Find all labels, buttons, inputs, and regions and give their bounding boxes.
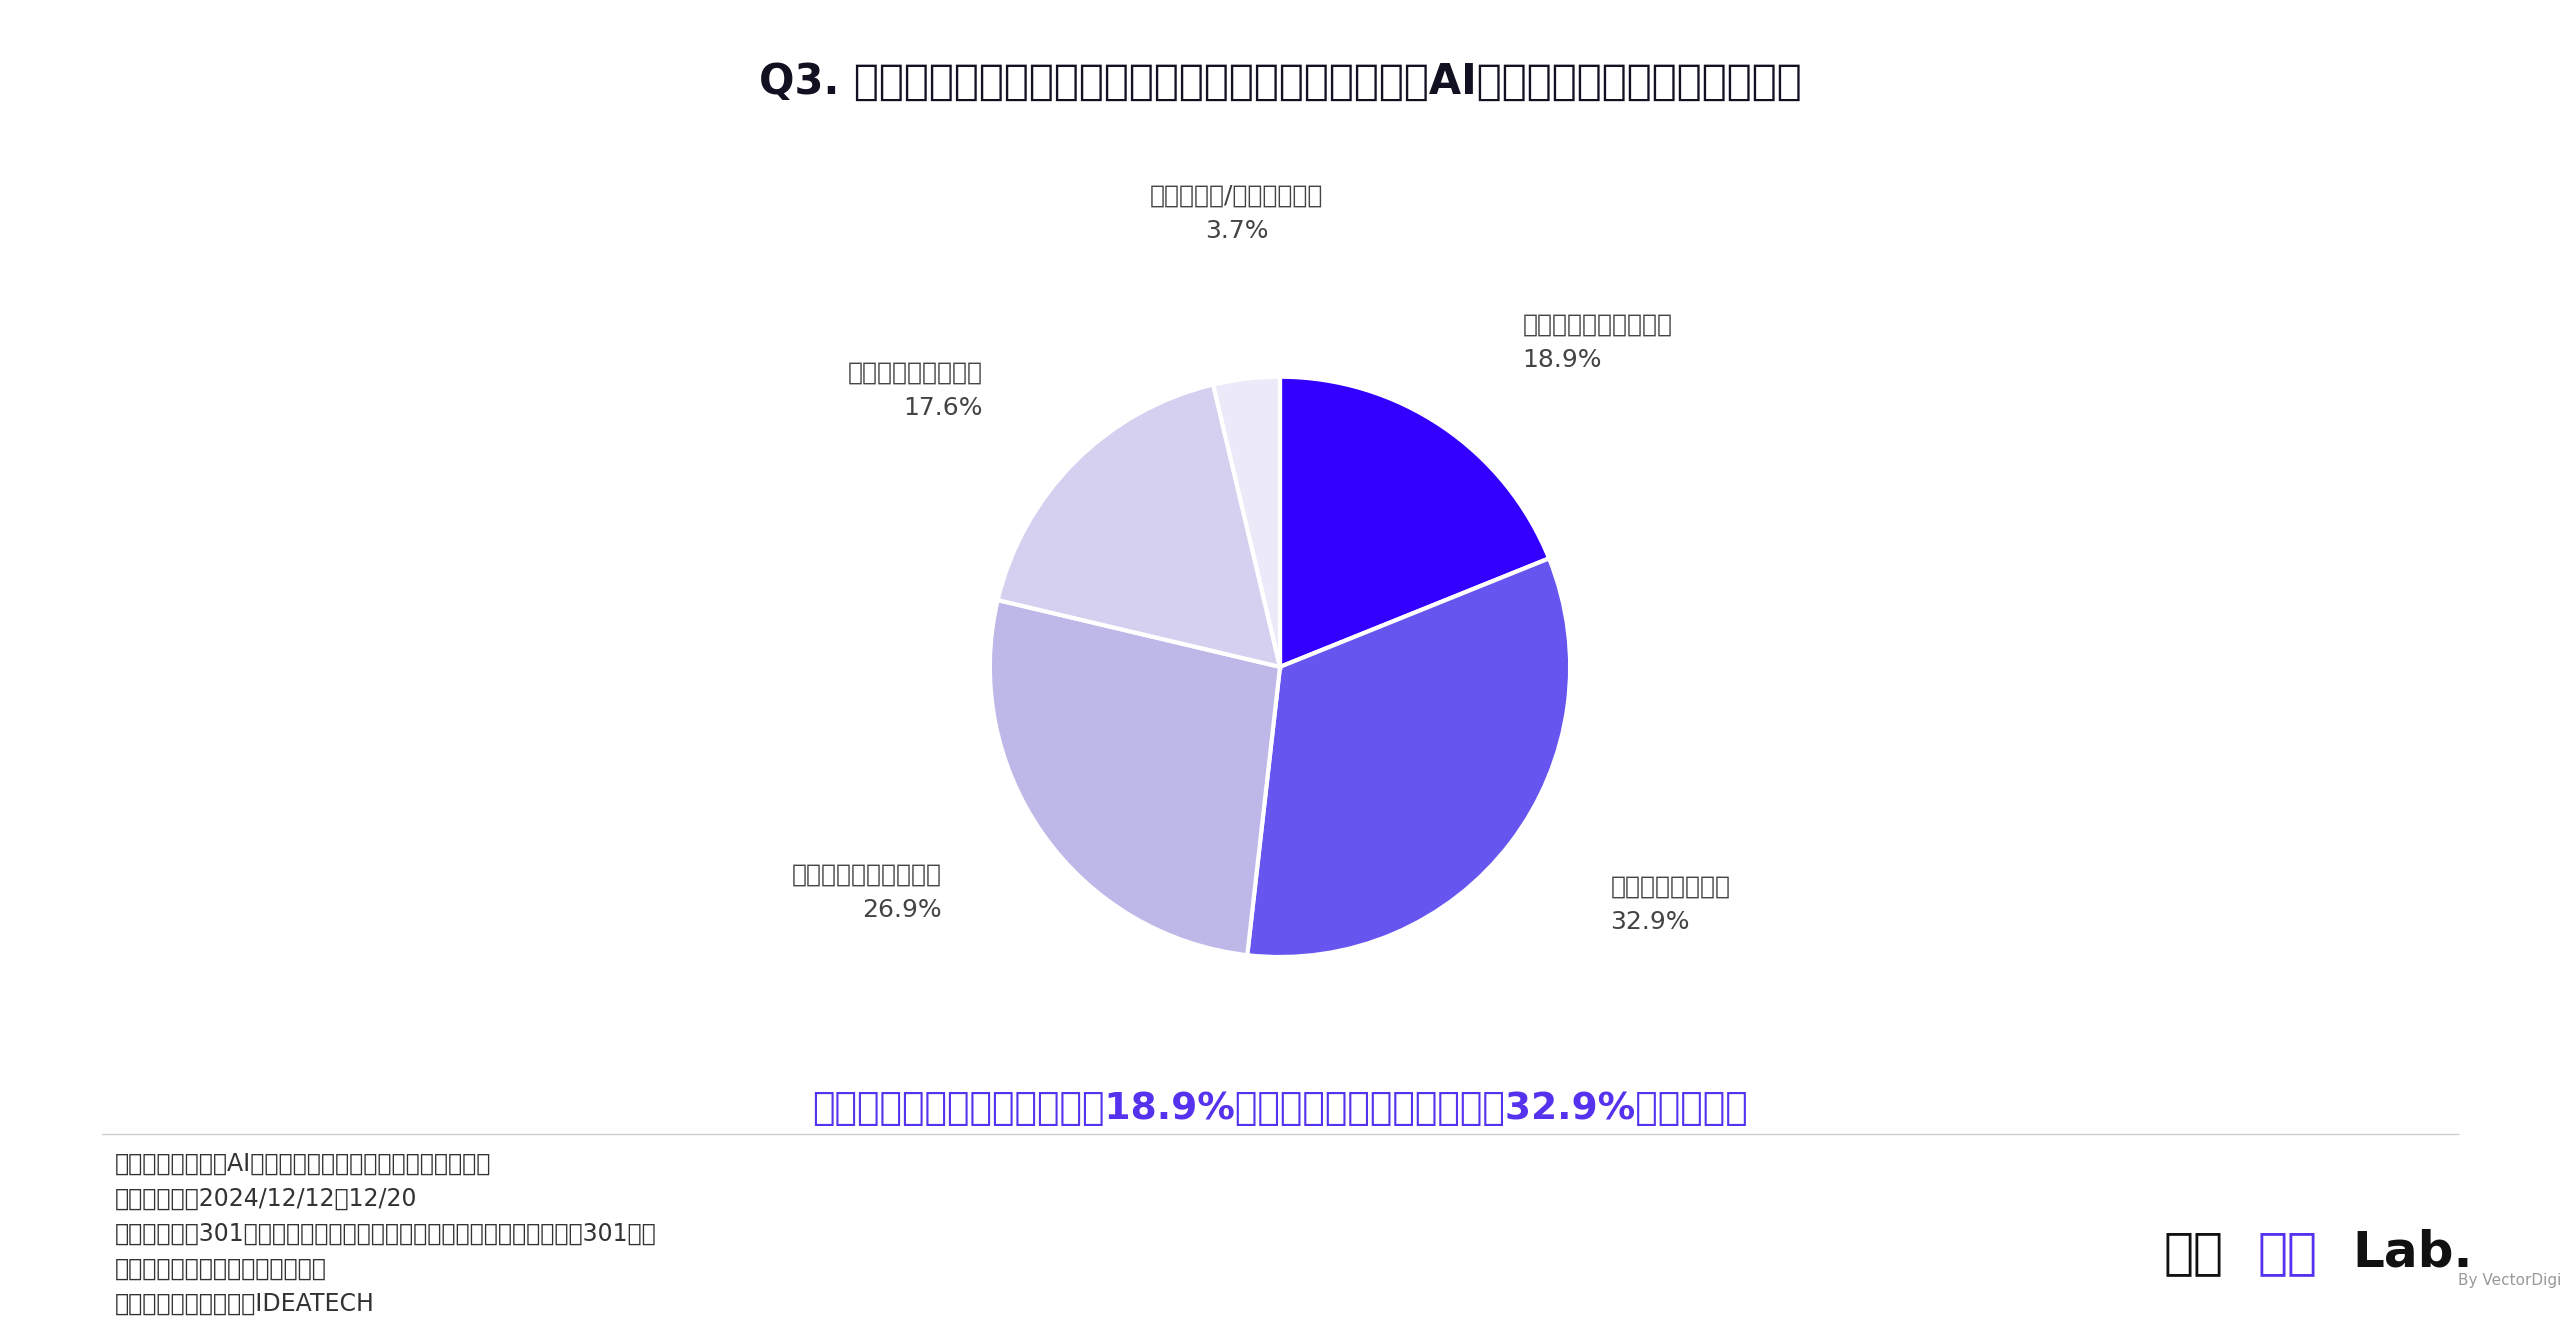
Wedge shape bbox=[991, 599, 1280, 956]
Text: キー: キー bbox=[2163, 1228, 2222, 1277]
Text: By VectorDigital: By VectorDigital bbox=[2458, 1273, 2560, 1288]
Wedge shape bbox=[1213, 376, 1280, 667]
Text: 全く活用していない
17.6%: 全く活用していない 17.6% bbox=[847, 360, 983, 419]
Text: ・調査対象：301名（事業会社に勤めているマーケティング部の管理職301名）: ・調査対象：301名（事業会社に勤めているマーケティング部の管理職301名） bbox=[115, 1222, 658, 1246]
Text: Q3. お勤めの会社では、マーケティング業務において、AIを積極的に活用していますか: Q3. お勤めの会社では、マーケティング業務において、AIを積極的に活用していま… bbox=[758, 60, 1802, 102]
Text: 「積極的に活用している」が18.9%、「やや活用している」が32.9%という回答: 「積極的に活用している」が18.9%、「やや活用している」が32.9%という回答 bbox=[812, 1091, 1748, 1128]
Text: ・調査方法：インターネット調査: ・調査方法：インターネット調査 bbox=[115, 1257, 328, 1281]
Wedge shape bbox=[1247, 558, 1569, 957]
Text: Lab.: Lab. bbox=[2353, 1228, 2473, 1277]
Text: 積極的に活用している
18.9%: 積極的に活用している 18.9% bbox=[1523, 313, 1672, 372]
Text: 【調査内容：生成AIに対するマーケターの意識調査結果】: 【調査内容：生成AIに対するマーケターの意識調査結果】 bbox=[115, 1152, 492, 1176]
Wedge shape bbox=[998, 384, 1280, 667]
Text: やや活用している
32.9%: やや活用している 32.9% bbox=[1610, 875, 1731, 934]
Wedge shape bbox=[1280, 376, 1549, 667]
Text: あまり活用していない
26.9%: あまり活用していない 26.9% bbox=[791, 863, 942, 922]
Text: わからない/答えられない
3.7%: わからない/答えられない 3.7% bbox=[1149, 184, 1324, 243]
Text: ・調査期間：2024/12/12〜12/20: ・調査期間：2024/12/12〜12/20 bbox=[115, 1187, 417, 1211]
Text: マケ: マケ bbox=[2258, 1228, 2317, 1277]
Text: ・実施機関：株式会社IDEATECH: ・実施機関：株式会社IDEATECH bbox=[115, 1292, 376, 1316]
